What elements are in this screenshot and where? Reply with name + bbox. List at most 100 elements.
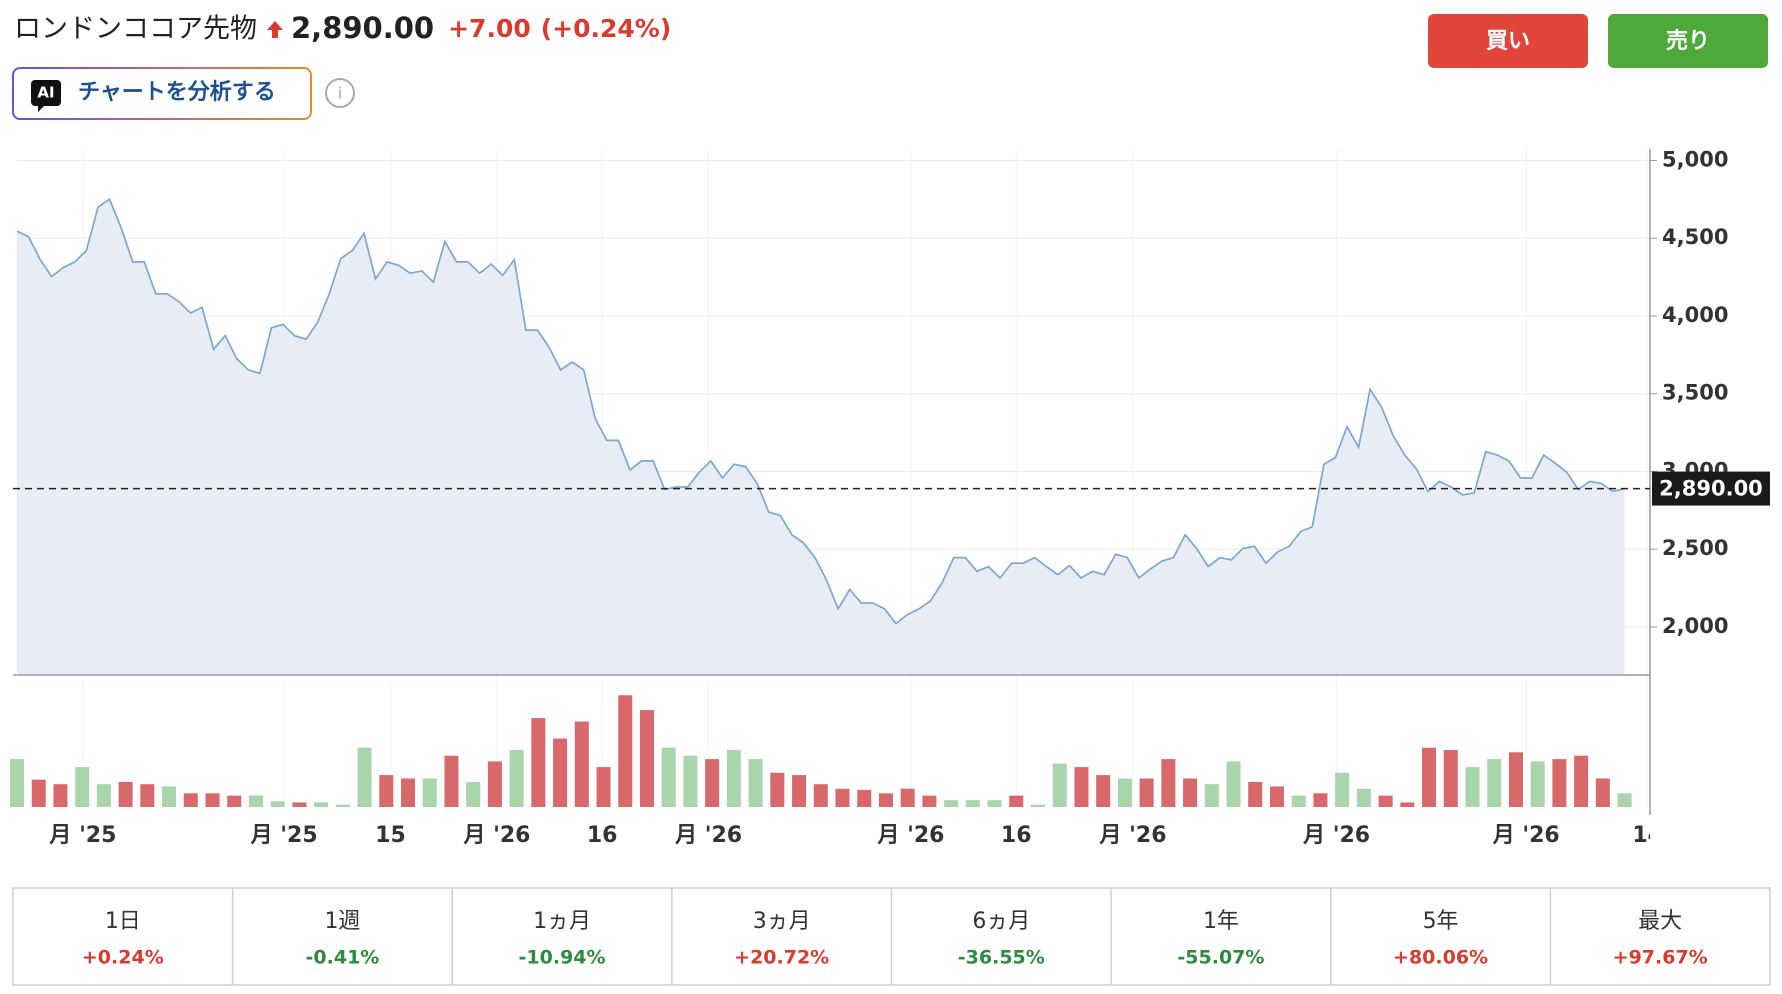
volume-bar [1009,795,1024,807]
ai-button-label[interactable]: チャートを分析する [78,80,276,105]
y-tick-label: 5,000 [1662,148,1728,172]
volume-bar [770,772,785,807]
volume-bar [1204,784,1219,807]
volume-bar [1139,778,1154,807]
buy-button-label[interactable]: 買い [1486,29,1530,54]
x-tick-label: 16 [587,823,618,848]
volume-bar [205,793,220,807]
sell-button[interactable] [1608,14,1768,68]
volume-bar [118,781,133,807]
y-tick-label: 4,500 [1662,225,1728,249]
info-icon[interactable] [325,78,355,108]
volume-bar [1465,767,1480,807]
x-tick-label: 月 '26 [462,823,530,848]
volume-bar [1552,759,1567,807]
x-tick-label: 15 [375,823,406,848]
volume-bar [857,789,872,807]
volume-bar [1052,763,1067,807]
price: 2,890.00 [291,11,434,45]
x-tick-label: 14 [1632,823,1663,848]
period-label: 6ヵ月 [972,909,1030,934]
volume-bar [292,802,307,807]
period-change: -36.55% [958,947,1045,969]
volume-bar [379,775,394,807]
volume-bar [140,784,155,807]
sell-button-label[interactable]: 売り [1666,28,1710,54]
instrument-title: ロンドンココア先物 [14,14,257,45]
volume-bar [509,750,524,807]
volume-bar [1617,793,1632,807]
volume-bar [1422,747,1437,807]
last-price-label: 2,890.00 [1659,477,1763,501]
volume-bar [1226,761,1241,807]
ai-icon [31,80,61,106]
volume-bar [335,804,350,807]
period-change: +20.72% [734,947,829,969]
period-label: 1日 [105,909,141,934]
volume-bar [1335,772,1350,807]
period-change: -10.94% [519,947,606,969]
price-area [17,199,1625,675]
volume-bar [792,775,807,807]
volume-bar [661,747,676,807]
period-change: -55.07% [1177,947,1264,969]
period-change: +80.06% [1393,947,1488,969]
volume-bar [531,718,546,807]
buy-button[interactable] [1428,14,1588,68]
volume-bar [1595,778,1610,807]
volume-bar [487,761,502,807]
volume-bar [75,767,90,807]
volume-bar [965,800,980,807]
volume-bar [1291,795,1306,807]
volume-bar [422,778,437,807]
volume-bar [1161,759,1176,807]
volume-bar [1183,778,1198,807]
volume-bar [1031,804,1046,807]
period-label: 最大 [1638,909,1682,934]
x-tick-label: 月 '26 [1099,823,1167,848]
x-tick-label: 16 [1001,823,1032,848]
x-tick-label: 月 '26 [1302,823,1370,848]
period-change: +97.67% [1613,947,1708,969]
volume-bar [1313,793,1328,807]
volume-bar [248,795,263,807]
volume-bar [357,747,372,807]
period-label: 3ヵ月 [753,909,811,934]
last-price-box [1652,471,1770,506]
y-tick-label: 4,000 [1662,303,1728,327]
volume-bar [227,795,242,807]
volume-bar [444,755,459,807]
volume-bar [1530,761,1545,807]
info-glyph: i [338,84,342,103]
volume-bar [1487,759,1502,807]
volume-bar [1356,788,1371,807]
volume-bar [1269,786,1284,807]
x-tick-label: 月 '26 [876,823,944,848]
volume-bar [270,801,285,807]
volume-bar [813,784,828,807]
y-tick-label: 2,500 [1662,536,1728,560]
up-arrow [267,21,283,38]
volume-bar [618,695,633,807]
period-change: -0.41% [306,947,380,969]
ai-button[interactable] [12,67,312,120]
volume-bar [878,793,893,807]
x-tick-label: 月 '26 [674,823,742,848]
ai-badge: AI [37,84,54,102]
x-tick-label: 月 '25 [48,823,116,848]
volume-bar [1074,767,1089,807]
volume-bar [900,788,915,807]
period-label: 1週 [324,909,360,934]
volume-bar [10,759,24,807]
volume-bar [748,759,763,807]
volume-bar [31,779,46,807]
volume-bar [314,802,329,807]
volume-bar [1400,802,1415,807]
volume-bar [944,800,959,807]
header: ロンドンココア先物 2,890.00 +7.00 (+0.24%) AI チャー… [12,11,1768,120]
volume-bar [1508,752,1523,807]
performance-table: 1日 +0.24% 1週 -0.41% 1ヵ月 -10.94% 3ヵ月 +20.72% 6ヵ月 -… [12,887,1771,986]
